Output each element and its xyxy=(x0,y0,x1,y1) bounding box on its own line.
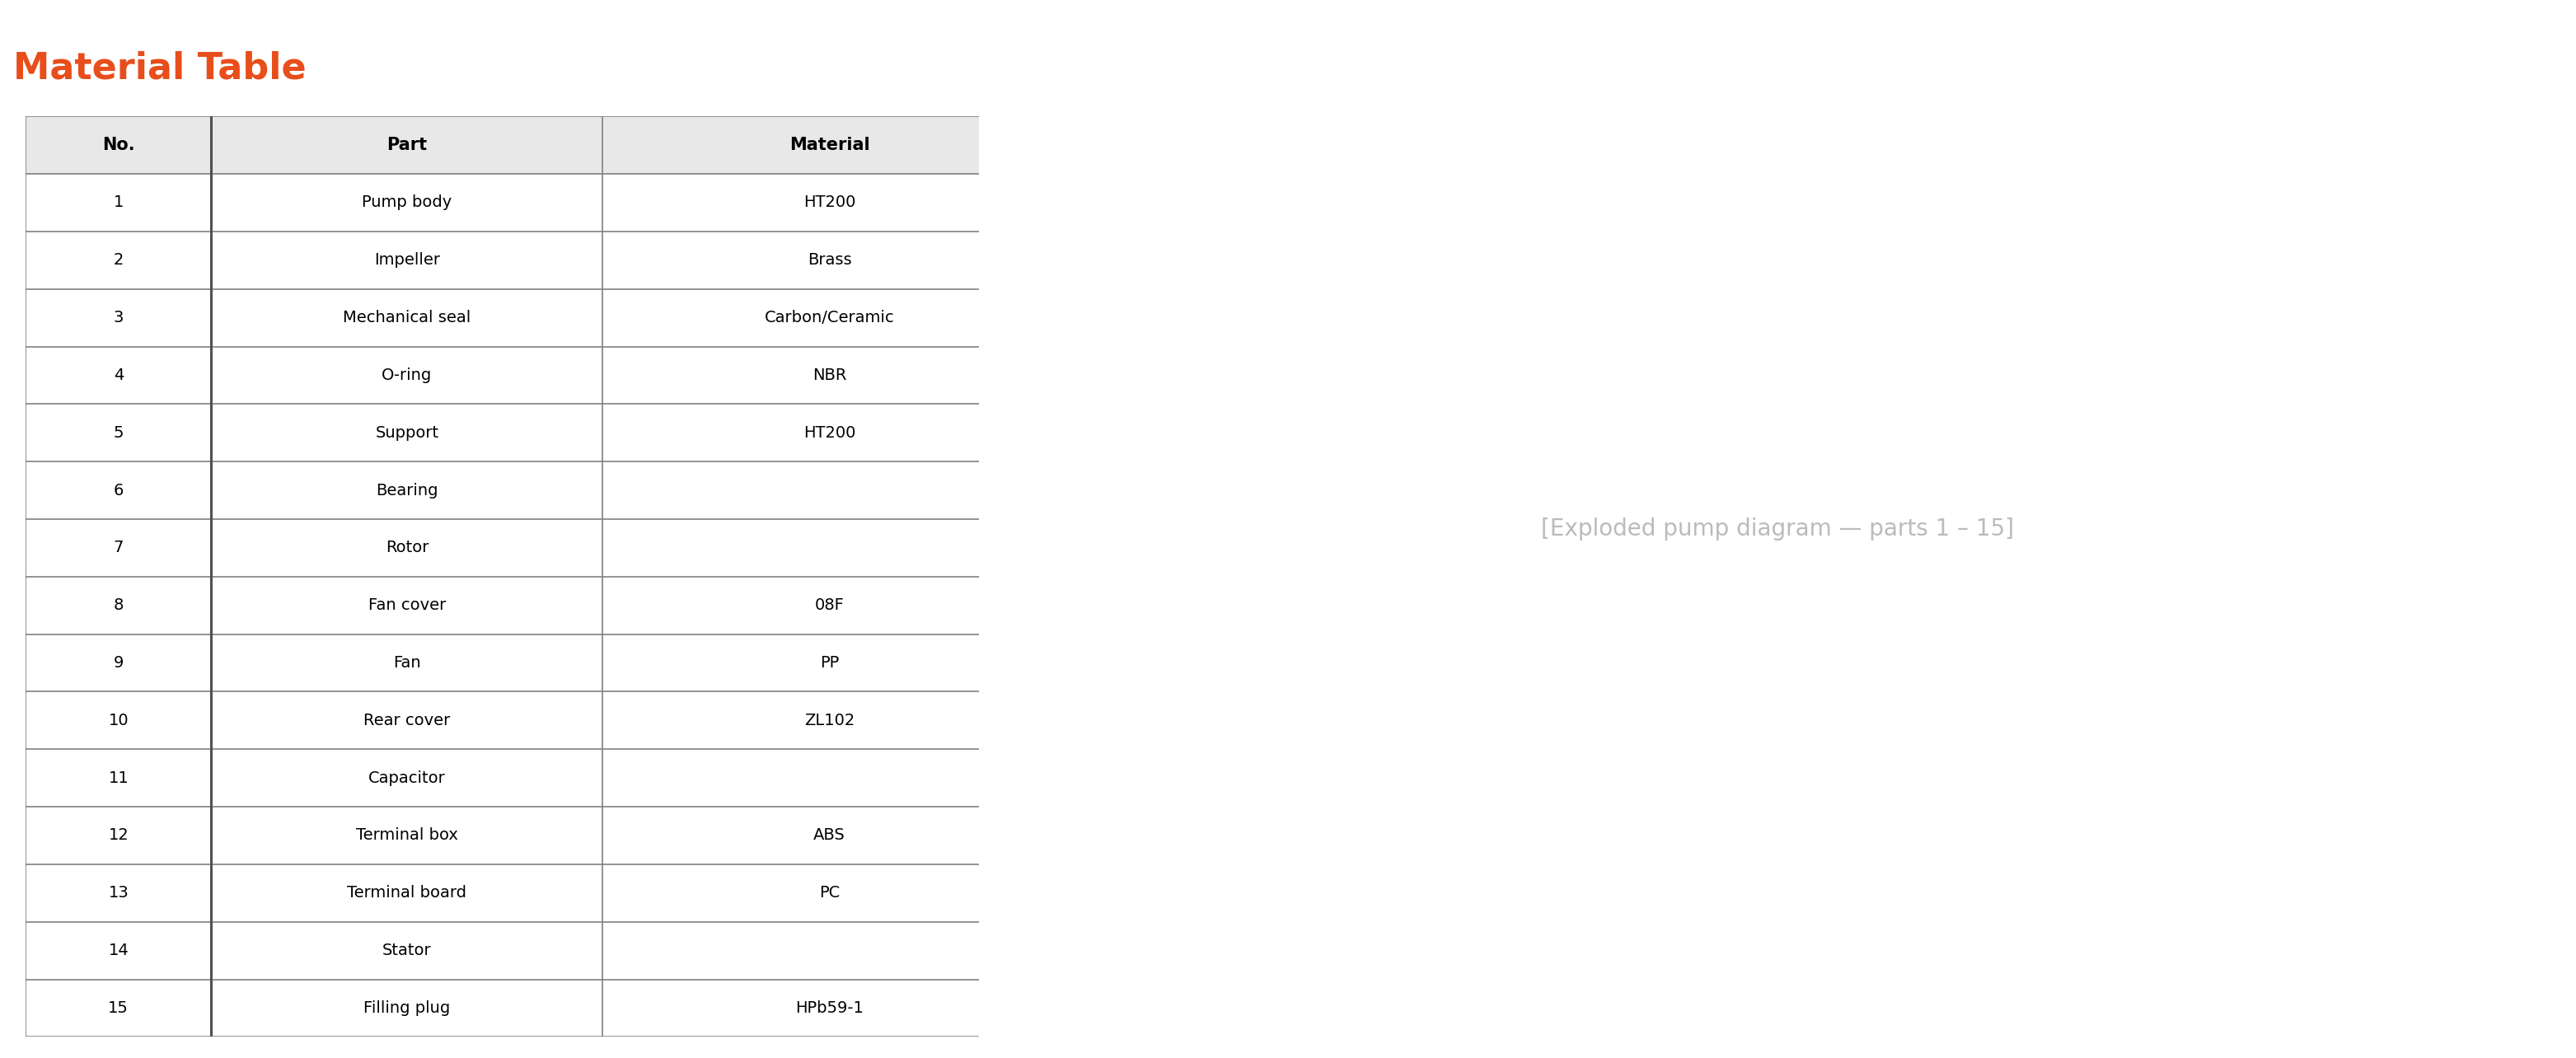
Bar xyxy=(211,404,603,461)
Text: HPb59-1: HPb59-1 xyxy=(796,1000,863,1016)
Bar xyxy=(603,174,1056,232)
Text: Mechanical seal: Mechanical seal xyxy=(343,310,471,326)
Bar xyxy=(26,980,211,1037)
Bar xyxy=(603,922,1056,980)
Text: Part: Part xyxy=(386,136,428,153)
Bar xyxy=(211,692,603,749)
Bar xyxy=(26,461,211,519)
Text: 3: 3 xyxy=(113,310,124,326)
Text: 5: 5 xyxy=(113,425,124,440)
Bar xyxy=(26,692,211,749)
Bar xyxy=(603,806,1056,864)
Bar xyxy=(603,404,1056,461)
Bar xyxy=(211,980,603,1037)
Bar xyxy=(211,864,603,922)
Text: Filling plug: Filling plug xyxy=(363,1000,451,1016)
Bar xyxy=(211,519,603,577)
Text: Rotor: Rotor xyxy=(386,540,428,555)
Bar xyxy=(603,116,1056,174)
Bar xyxy=(26,404,211,461)
Text: Impeller: Impeller xyxy=(374,253,440,268)
Text: Bearing: Bearing xyxy=(376,482,438,498)
Text: Fan cover: Fan cover xyxy=(368,598,446,614)
Text: 9: 9 xyxy=(113,655,124,671)
Bar xyxy=(603,289,1056,347)
Text: [Exploded pump diagram — parts 1 – 15]: [Exploded pump diagram — parts 1 – 15] xyxy=(1540,517,2014,541)
Text: Stator: Stator xyxy=(381,943,433,959)
Bar xyxy=(211,116,603,174)
Text: No.: No. xyxy=(103,136,134,153)
Text: HT200: HT200 xyxy=(804,425,855,440)
Bar xyxy=(26,116,211,174)
Text: NBR: NBR xyxy=(811,367,848,383)
Bar xyxy=(211,289,603,347)
Text: Support: Support xyxy=(376,425,438,440)
Bar xyxy=(26,232,211,289)
Text: PP: PP xyxy=(819,655,840,671)
Bar xyxy=(26,864,211,922)
Text: Rear cover: Rear cover xyxy=(363,713,451,728)
Text: 15: 15 xyxy=(108,1000,129,1016)
Text: 14: 14 xyxy=(108,943,129,959)
Bar xyxy=(211,232,603,289)
Bar xyxy=(26,519,211,577)
Bar xyxy=(211,461,603,519)
Text: Carbon/Ceramic: Carbon/Ceramic xyxy=(765,310,894,326)
Bar xyxy=(211,922,603,980)
Bar xyxy=(603,519,1056,577)
Bar xyxy=(211,806,603,864)
Bar xyxy=(603,749,1056,806)
Text: Material Table: Material Table xyxy=(13,51,307,87)
Text: Material: Material xyxy=(788,136,871,153)
Bar xyxy=(603,864,1056,922)
Text: 12: 12 xyxy=(108,827,129,843)
Text: Terminal box: Terminal box xyxy=(355,827,459,843)
Bar xyxy=(26,749,211,806)
Text: 4: 4 xyxy=(113,367,124,383)
Bar xyxy=(26,634,211,692)
Text: Pump body: Pump body xyxy=(363,195,451,211)
Bar xyxy=(26,174,211,232)
Text: 10: 10 xyxy=(108,713,129,728)
Text: 08F: 08F xyxy=(814,598,845,614)
Bar xyxy=(211,749,603,806)
Bar xyxy=(603,577,1056,634)
Bar xyxy=(26,347,211,404)
Text: HT200: HT200 xyxy=(804,195,855,211)
Text: Fan: Fan xyxy=(394,655,420,671)
Text: 13: 13 xyxy=(108,886,129,900)
Bar xyxy=(211,174,603,232)
Bar xyxy=(26,577,211,634)
Bar xyxy=(211,577,603,634)
Text: O-ring: O-ring xyxy=(381,367,433,383)
Bar xyxy=(603,634,1056,692)
Text: 6: 6 xyxy=(113,482,124,498)
Text: 2: 2 xyxy=(113,253,124,268)
Text: Capacitor: Capacitor xyxy=(368,770,446,786)
Bar xyxy=(603,461,1056,519)
Bar xyxy=(26,289,211,347)
Text: 11: 11 xyxy=(108,770,129,786)
Bar xyxy=(26,806,211,864)
Bar xyxy=(603,980,1056,1037)
Text: 8: 8 xyxy=(113,598,124,614)
Bar xyxy=(603,347,1056,404)
Bar xyxy=(211,634,603,692)
Text: PC: PC xyxy=(819,886,840,900)
Bar xyxy=(603,232,1056,289)
Text: ABS: ABS xyxy=(814,827,845,843)
Bar xyxy=(26,922,211,980)
Bar xyxy=(211,347,603,404)
Text: Brass: Brass xyxy=(806,253,853,268)
Text: ZL102: ZL102 xyxy=(804,713,855,728)
Text: 7: 7 xyxy=(113,540,124,555)
Text: Terminal board: Terminal board xyxy=(348,886,466,900)
Text: 1: 1 xyxy=(113,195,124,211)
Bar xyxy=(603,692,1056,749)
